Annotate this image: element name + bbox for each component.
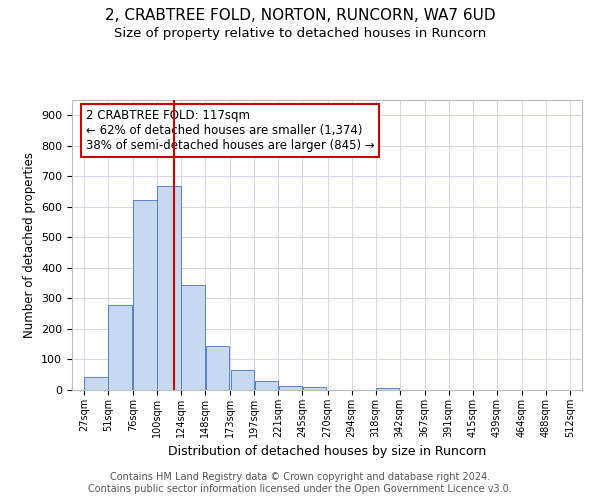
Bar <box>206 346 229 390</box>
Bar <box>230 370 254 390</box>
Text: 2 CRABTREE FOLD: 117sqm
← 62% of detached houses are smaller (1,374)
38% of semi: 2 CRABTREE FOLD: 117sqm ← 62% of detache… <box>86 109 375 152</box>
Bar <box>181 284 205 390</box>
Bar <box>254 382 278 390</box>
Bar <box>303 387 326 390</box>
Text: 2, CRABTREE FOLD, NORTON, RUNCORN, WA7 6UD: 2, CRABTREE FOLD, NORTON, RUNCORN, WA7 6… <box>104 8 496 22</box>
Bar <box>376 388 400 390</box>
Bar <box>133 200 157 390</box>
Bar <box>278 386 302 390</box>
Bar <box>84 377 108 390</box>
Bar <box>157 186 181 390</box>
Y-axis label: Number of detached properties: Number of detached properties <box>23 152 35 338</box>
Text: Contains HM Land Registry data © Crown copyright and database right 2024.
Contai: Contains HM Land Registry data © Crown c… <box>88 472 512 494</box>
Bar <box>109 304 132 390</box>
Text: Size of property relative to detached houses in Runcorn: Size of property relative to detached ho… <box>114 28 486 40</box>
X-axis label: Distribution of detached houses by size in Runcorn: Distribution of detached houses by size … <box>168 446 486 458</box>
